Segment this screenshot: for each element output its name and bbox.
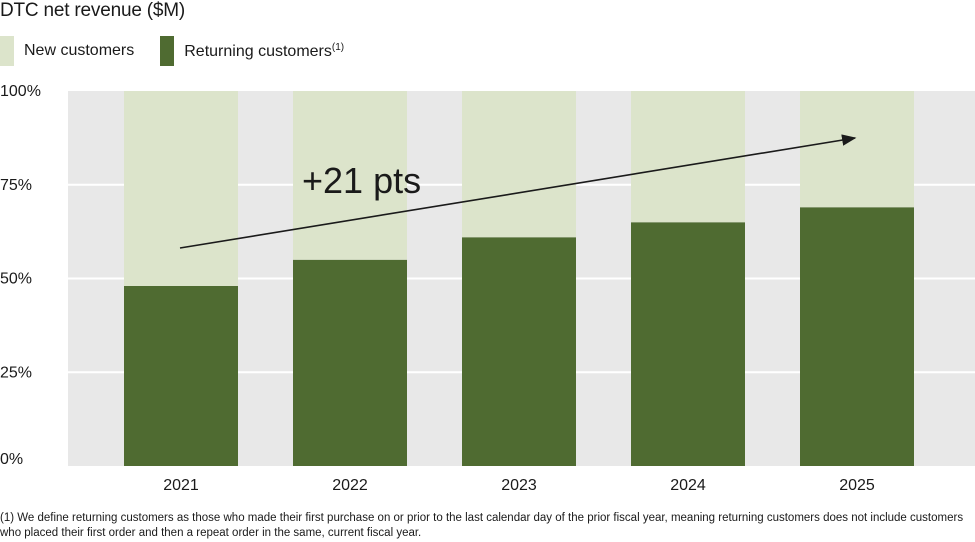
trend-annotation: +21 pts	[302, 160, 421, 201]
bar-returning-customers-2025	[800, 207, 914, 466]
trend-arrow	[179, 134, 857, 249]
legend-swatch-new	[0, 36, 14, 66]
legend-text-returning: Returning customers	[184, 42, 332, 60]
x-tick-label: 2022	[332, 477, 368, 494]
bar-returning-customers-2023	[462, 237, 576, 466]
bar-new-customers-2023	[462, 91, 576, 238]
legend-label-new: New customers	[24, 42, 134, 60]
bar-new-customers-2022	[293, 91, 407, 260]
y-tick-label: 100%	[0, 83, 41, 100]
x-tick-label: 2024	[670, 477, 706, 494]
legend-text-new: New customers	[24, 42, 135, 59]
legend-swatch-returning	[160, 36, 175, 66]
bar-new-customers-2025	[800, 91, 914, 208]
stacked-bar-chart: 0% 25% 50% 75% 100% 2021 2022 2023 2024 2025 +21…	[0, 83, 975, 494]
x-tick-label: 2025	[839, 477, 875, 494]
y-tick-label: 25%	[0, 364, 32, 381]
footnote: (1) We define returning customers as tho…	[0, 512, 964, 539]
bar-new-customers-2021	[124, 91, 238, 286]
bar-returning-customers-2024	[631, 222, 745, 466]
bar-new-customers-2024	[631, 91, 745, 223]
bars	[124, 91, 914, 466]
y-tick-label: 75%	[0, 177, 32, 194]
legend-label-returning: Returning customers(1)	[184, 42, 344, 61]
legend-footnote-marker: (1)	[331, 41, 345, 53]
x-tick-label: 2023	[501, 477, 537, 494]
y-tick-label: 50%	[0, 271, 32, 288]
legend-item-new: New customers	[0, 36, 134, 66]
y-axis-ticks: 0% 25% 50% 75% 100%	[0, 83, 41, 468]
legend: New customers Returning customers(1)	[0, 36, 370, 66]
bar-returning-customers-2021	[124, 286, 238, 466]
chart-title: DTC net revenue ($M)	[0, 0, 186, 21]
bar-returning-customers-2022	[293, 259, 407, 466]
legend-item-returning: Returning customers(1)	[160, 36, 344, 66]
x-axis-ticks: 2021 2022 2023 2024 2025	[163, 477, 875, 494]
y-tick-label: 0%	[0, 451, 23, 468]
x-tick-label: 2021	[163, 477, 199, 494]
